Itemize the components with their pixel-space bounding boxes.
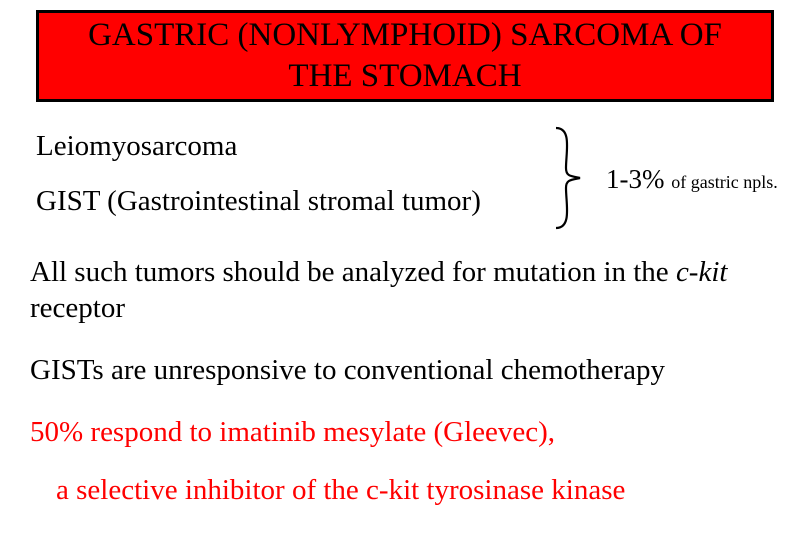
- slide: GASTRIC (NONLYMPHOID) SARCOMA OF THE STO…: [0, 0, 810, 540]
- stat-big: 1-3%: [606, 164, 671, 194]
- para-chemo: GISTs are unresponsive to conventional c…: [30, 354, 782, 387]
- curly-brace-icon: [548, 124, 588, 237]
- subtype-list: Leiomyosarcoma GIST (Gastrointestinal st…: [36, 130, 481, 218]
- stat-small: of gastric npls.: [671, 172, 777, 192]
- subtype-row: Leiomyosarcoma GIST (Gastrointestinal st…: [36, 130, 774, 235]
- para-mutation-post: receptor: [30, 292, 125, 324]
- para-inhibitor: a selective inhibitor of the c-kit tyros…: [56, 474, 782, 507]
- title-line1: GASTRIC (NONLYMPHOID) SARCOMA OF: [88, 17, 722, 53]
- subtype-leiomyosarcoma: Leiomyosarcoma: [36, 130, 481, 163]
- para-mutation: All such tumors should be analyzed for m…: [30, 254, 782, 327]
- title-text: GASTRIC (NONLYMPHOID) SARCOMA OF THE STO…: [88, 15, 722, 98]
- para-mutation-pre: All such tumors should be analyzed for m…: [30, 256, 676, 288]
- title-box: GASTRIC (NONLYMPHOID) SARCOMA OF THE STO…: [36, 10, 774, 102]
- para-mutation-ital: c-kit: [676, 256, 728, 288]
- title-line2: THE STOMACH: [288, 58, 521, 94]
- para-gleevec: 50% respond to imatinib mesylate (Gleeve…: [30, 416, 782, 449]
- subtype-gist: GIST (Gastrointestinal stromal tumor): [36, 185, 481, 218]
- stat-text: 1-3% of gastric npls.: [606, 164, 778, 195]
